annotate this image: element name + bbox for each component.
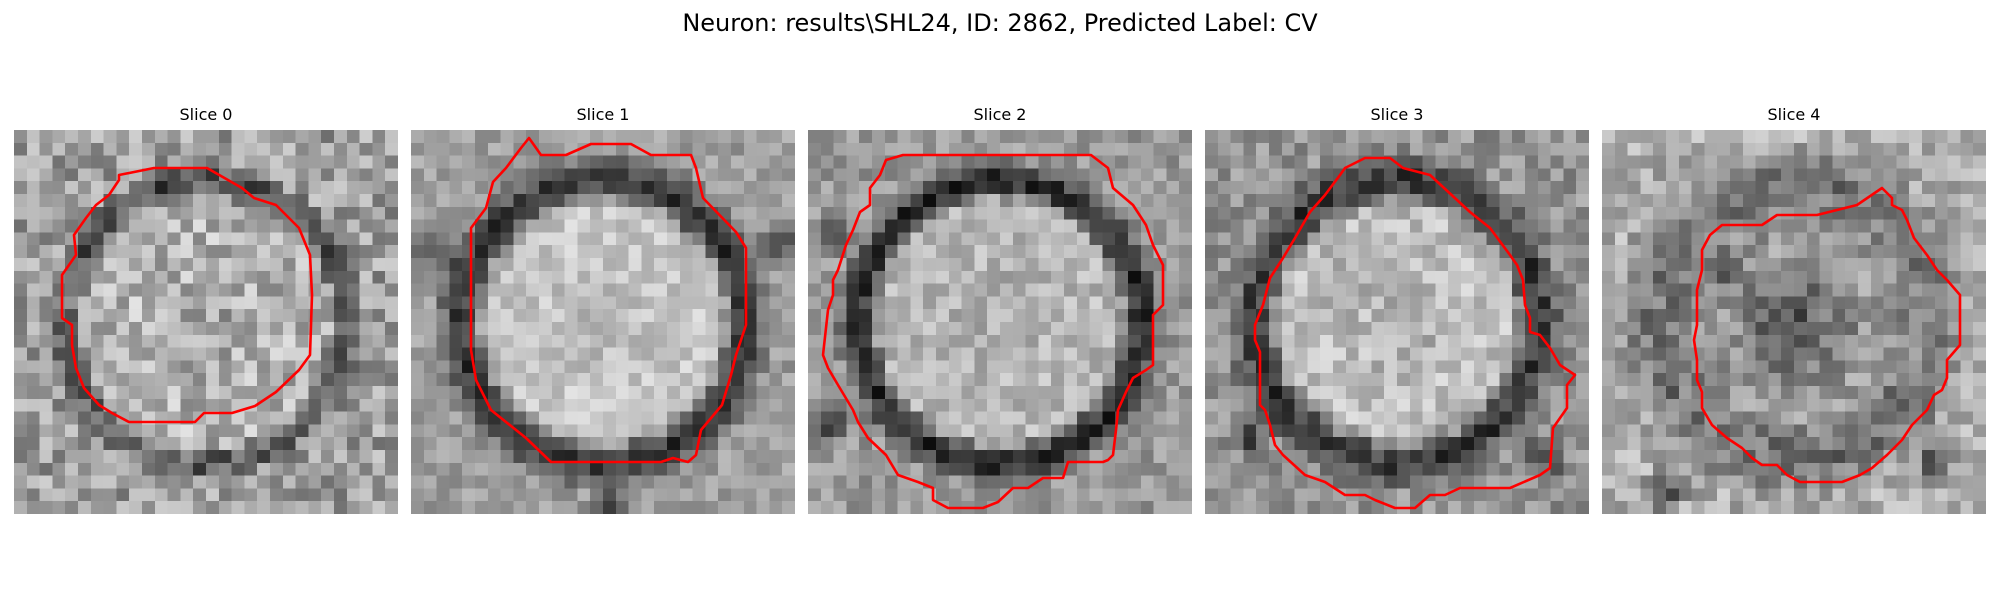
- pixel-grid: [808, 130, 1192, 514]
- slice-panel-2: Slice 2: [808, 105, 1192, 514]
- microscopy-slice-1: [411, 130, 795, 514]
- slice-title-1: Slice 1: [576, 105, 630, 124]
- slice-image-0: [14, 130, 398, 514]
- slice-panel-4: Slice 4: [1602, 105, 1986, 514]
- pixel-grid: [1602, 130, 1986, 514]
- slice-panel-0: Slice 0: [14, 105, 398, 514]
- slice-title-3: Slice 3: [1370, 105, 1424, 124]
- pixel-grid: [14, 130, 398, 514]
- microscopy-slice-2: [808, 130, 1192, 514]
- segmentation-contour-4: [1692, 186, 1962, 484]
- segmentation-contour-1: [469, 136, 748, 464]
- microscopy-slice-3: [1205, 130, 1589, 514]
- slice-panel-1: Slice 1: [411, 105, 795, 514]
- microscopy-slice-0: [14, 130, 398, 514]
- slice-image-2: [808, 130, 1192, 514]
- slice-image-4: [1602, 130, 1986, 514]
- pixel-grid: [411, 130, 795, 514]
- slice-title-4: Slice 4: [1767, 105, 1821, 124]
- segmentation-contour-3: [1253, 156, 1577, 510]
- segmentation-contour-0: [60, 166, 314, 424]
- slice-title-0: Slice 0: [179, 105, 233, 124]
- segmentation-contour-2: [821, 153, 1165, 510]
- slice-panel-3: Slice 3: [1205, 105, 1589, 514]
- slice-title-2: Slice 2: [973, 105, 1027, 124]
- slice-image-3: [1205, 130, 1589, 514]
- slice-image-1: [411, 130, 795, 514]
- pixel-grid: [1205, 130, 1589, 514]
- microscopy-slice-4: [1602, 130, 1986, 514]
- figure-title: Neuron: results\SHL24, ID: 2862, Predict…: [682, 9, 1318, 37]
